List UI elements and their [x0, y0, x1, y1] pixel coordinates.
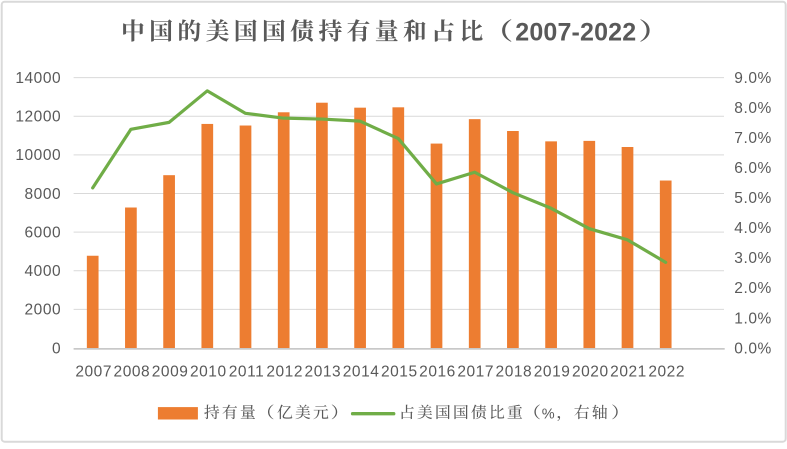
svg-text:2021: 2021: [610, 363, 647, 380]
svg-text:9.0%: 9.0%: [734, 70, 772, 87]
svg-text:4.0%: 4.0%: [734, 220, 772, 237]
svg-text:3.0%: 3.0%: [734, 250, 772, 267]
svg-text:7.0%: 7.0%: [734, 130, 772, 147]
svg-text:10000: 10000: [15, 147, 61, 164]
svg-text:8000: 8000: [25, 186, 62, 203]
svg-text:2009: 2009: [152, 363, 189, 380]
svg-text:0: 0: [52, 340, 61, 357]
svg-text:0.0%: 0.0%: [734, 340, 772, 357]
svg-text:2014: 2014: [343, 363, 380, 380]
svg-text:1.0%: 1.0%: [734, 310, 772, 327]
svg-text:12000: 12000: [15, 109, 61, 126]
svg-text:2007-2022: 2007-2022: [515, 18, 636, 46]
svg-text:2016: 2016: [419, 363, 456, 380]
svg-text:8.0%: 8.0%: [734, 100, 772, 117]
svg-text:4000: 4000: [25, 263, 62, 280]
svg-text:2010: 2010: [190, 363, 227, 380]
svg-text:2019: 2019: [534, 363, 571, 380]
svg-text:6000: 6000: [25, 224, 62, 241]
svg-text:6.0%: 6.0%: [734, 160, 772, 177]
svg-text:%: %: [542, 407, 555, 423]
svg-text:2012: 2012: [266, 363, 303, 380]
svg-text:2008: 2008: [114, 363, 151, 380]
svg-text:2022: 2022: [648, 363, 685, 380]
svg-text:5.0%: 5.0%: [734, 190, 772, 207]
svg-text:2018: 2018: [496, 363, 533, 380]
svg-text:2011: 2011: [229, 363, 265, 380]
svg-text:2000: 2000: [25, 302, 62, 319]
svg-text:2015: 2015: [381, 363, 418, 380]
svg-text:2013: 2013: [305, 363, 342, 380]
svg-text:2017: 2017: [457, 363, 494, 380]
svg-text:14000: 14000: [15, 70, 61, 87]
svg-text:2007: 2007: [75, 363, 112, 380]
svg-text:2020: 2020: [572, 363, 609, 380]
svg-text:2.0%: 2.0%: [734, 280, 772, 297]
